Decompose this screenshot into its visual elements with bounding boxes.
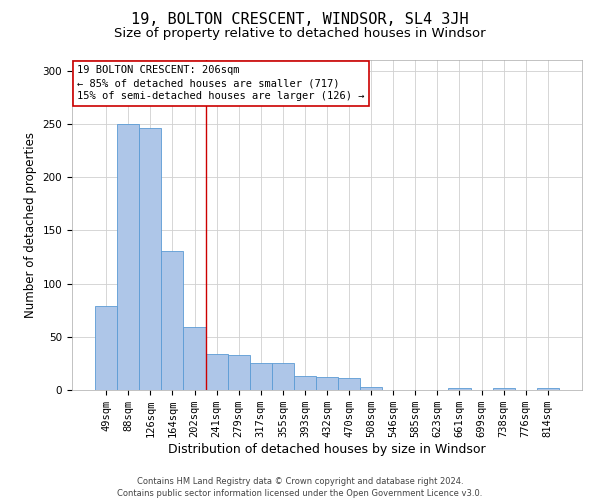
Text: Contains HM Land Registry data © Crown copyright and database right 2024.
Contai: Contains HM Land Registry data © Crown c… <box>118 476 482 498</box>
Text: 19, BOLTON CRESCENT, WINDSOR, SL4 3JH: 19, BOLTON CRESCENT, WINDSOR, SL4 3JH <box>131 12 469 28</box>
Y-axis label: Number of detached properties: Number of detached properties <box>24 132 37 318</box>
Bar <box>227 355 250 390</box>
Bar <box>139 128 161 390</box>
Bar <box>360 387 382 390</box>
Bar <box>294 376 316 390</box>
Text: Size of property relative to detached houses in Windsor: Size of property relative to detached ho… <box>114 28 486 40</box>
Bar <box>537 388 559 390</box>
Bar <box>250 364 272 390</box>
Bar <box>338 378 360 390</box>
X-axis label: Distribution of detached houses by size in Windsor: Distribution of detached houses by size … <box>168 443 486 456</box>
Bar <box>184 327 206 390</box>
Bar <box>493 388 515 390</box>
Bar <box>117 124 139 390</box>
Bar <box>95 306 117 390</box>
Bar <box>316 377 338 390</box>
Bar <box>448 388 470 390</box>
Bar <box>206 354 227 390</box>
Bar <box>272 364 294 390</box>
Bar <box>161 250 184 390</box>
Text: 19 BOLTON CRESCENT: 206sqm
← 85% of detached houses are smaller (717)
15% of sem: 19 BOLTON CRESCENT: 206sqm ← 85% of deta… <box>77 65 365 102</box>
